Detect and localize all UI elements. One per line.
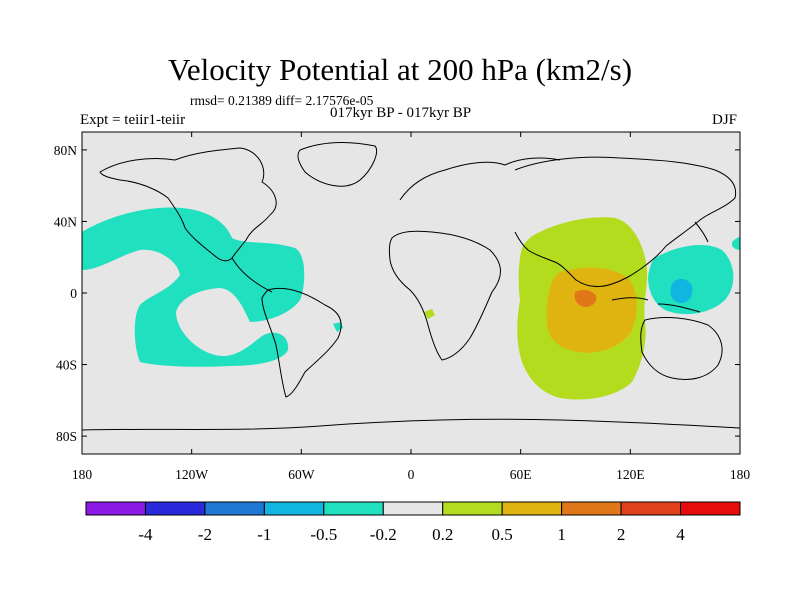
x-tick-label: 120E	[616, 467, 645, 482]
coastline-australia	[640, 317, 723, 380]
colorbar-label: 2	[617, 525, 626, 544]
anomaly-region-west-pacific	[648, 244, 734, 315]
coastline-south-america	[261, 287, 342, 398]
colorbar-label: 0.2	[432, 525, 453, 544]
colorbar-label: -2	[198, 525, 212, 544]
y-tick-label: 80S	[56, 429, 77, 444]
y-axis: 80N 40N 0 40S 80S	[54, 143, 740, 444]
y-tick-label: 40N	[54, 214, 78, 229]
coastline-greenland	[297, 142, 377, 187]
coastline-europe	[399, 157, 561, 201]
anomaly-region-africa-patch	[424, 309, 435, 319]
stats-line: rmsd= 0.21389 diff= 2.17576e-05	[190, 93, 374, 108]
anomaly-region-americas	[82, 207, 305, 367]
x-axis: 180 120W 60W 0 60E 120E 180	[72, 132, 751, 482]
anomaly-region-dateline-east	[731, 236, 740, 250]
colorbar-label: -4	[138, 525, 153, 544]
colorbar-label: 0.5	[492, 525, 513, 544]
coastlines	[82, 142, 740, 431]
coastline-antarctica	[82, 418, 740, 431]
x-tick-label: 180	[730, 467, 751, 482]
anomaly-regions	[82, 142, 740, 431]
chart-subtitle: 017kyr BP - 017kyr BP	[330, 105, 472, 121]
colorbar-swatch	[323, 501, 384, 516]
y-tick-label: 40S	[56, 358, 77, 373]
colorbar-label: -0.5	[310, 525, 337, 544]
y-tick-label: 0	[70, 286, 77, 301]
colorbar-label: -1	[257, 525, 271, 544]
coastline-maritime-continent	[611, 297, 701, 313]
experiment-label: Expt = teiir1-teiir	[80, 112, 186, 128]
colorbar: -4 -2 -1 -0.5 -0.2 0.2 0.5 1 2 4	[85, 501, 741, 544]
colorbar-swatch	[561, 501, 622, 516]
season-label: DJF	[712, 112, 738, 128]
colorbar-label: 4	[676, 525, 685, 544]
x-tick-label: 120W	[175, 467, 208, 482]
anomaly-region-indian-core	[546, 267, 637, 353]
colorbar-swatch	[680, 501, 741, 516]
coastline-africa	[388, 230, 501, 361]
coastline-north-america	[99, 147, 277, 262]
colorbar-label: -0.2	[370, 525, 397, 544]
colorbar-swatch	[501, 501, 563, 516]
coastline-japan	[694, 221, 709, 243]
colorbar-swatch	[144, 501, 206, 516]
x-tick-label: 0	[408, 467, 415, 482]
coastline-asia	[514, 156, 737, 288]
x-tick-label: 60E	[510, 467, 532, 482]
anomaly-region-west-pacific-core	[670, 278, 693, 304]
colorbar-swatch	[442, 501, 503, 516]
chart-title: Velocity Potential at 200 hPa (km2/s)	[167, 52, 633, 87]
x-tick-label: 60W	[288, 467, 315, 482]
colorbar-swatch	[204, 501, 265, 516]
x-tick-label: 180	[72, 467, 93, 482]
colorbar-swatch	[382, 501, 444, 516]
colorbar-swatch	[263, 501, 325, 516]
anomaly-region-indian-max	[574, 289, 597, 307]
colorbar-label: 1	[557, 525, 566, 544]
y-tick-label: 80N	[54, 143, 78, 158]
colorbar-swatch	[620, 501, 682, 516]
colorbar-swatch	[85, 501, 146, 516]
